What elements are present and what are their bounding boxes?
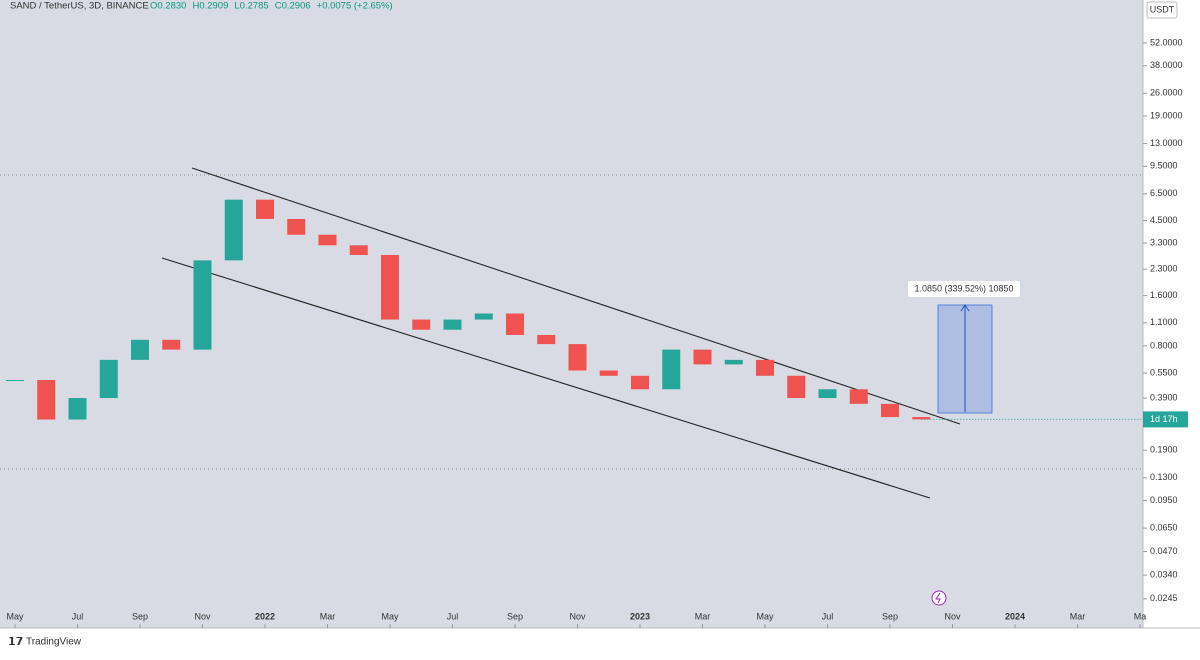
brand-logo: 𝟭𝟳: [8, 636, 23, 648]
x-tick-label: Jul: [822, 611, 834, 621]
candle: [349, 245, 368, 255]
ohlc-value: +0.0075 (+2.65%): [317, 1, 393, 12]
candle: [381, 254, 399, 320]
x-tick-label: May: [381, 611, 399, 621]
candle: [662, 349, 681, 390]
candle: [474, 313, 493, 320]
y-tick-label: 0.0340: [1150, 569, 1178, 579]
candle: [506, 313, 524, 335]
trend-line: [191, 167, 961, 425]
x-tick-label: Nov: [194, 611, 211, 621]
candle: [568, 344, 587, 371]
candle: [287, 218, 306, 235]
y-tick-label: 13.0000: [1150, 138, 1183, 148]
currency-box: [1146, 1, 1178, 19]
x-tick-label: Sep: [882, 611, 898, 621]
currency: USDT: [1150, 4, 1175, 14]
candle: [631, 375, 649, 390]
candle: [318, 234, 337, 246]
candle: [787, 375, 806, 399]
y-tick-label: 0.0650: [1150, 522, 1178, 532]
y-tick-label: 52.0000: [1150, 37, 1183, 47]
candle: [162, 339, 181, 350]
last-price-label: 1d 17h: [1150, 414, 1178, 424]
x-tick-label: May: [6, 611, 24, 621]
candle: [881, 403, 899, 418]
y-tick-label: 1.6000: [1150, 290, 1178, 300]
y-tick-label: 0.0245: [1150, 593, 1178, 603]
event-icon[interactable]: [931, 590, 947, 606]
y-tick-label: 38.0000: [1150, 60, 1183, 70]
x-tick-label: 2022: [255, 611, 275, 621]
candle: [443, 319, 462, 330]
annotation: 1.0850 (339.52%) 10850: [914, 283, 1013, 293]
x-tick-label: Sep: [507, 611, 523, 621]
candle: [99, 359, 118, 399]
candle: [412, 319, 431, 330]
candle: [256, 199, 274, 219]
y-tick-label: 0.0950: [1150, 495, 1178, 505]
candle: [724, 359, 743, 365]
ohlc-value: O0.2830: [150, 1, 186, 12]
x-tick-label: Mar: [695, 611, 711, 621]
x-tick-label: Mar: [320, 611, 336, 621]
candle: [37, 380, 56, 420]
y-tick-label: 6.5000: [1150, 188, 1178, 198]
candle: [756, 359, 774, 376]
x-tick-label: Sep: [132, 611, 148, 621]
candle: [693, 349, 712, 365]
x-tick-label: Mar: [1070, 611, 1086, 621]
candle: [599, 370, 618, 376]
y-tick-label: 0.8000: [1150, 340, 1178, 350]
y-tick-label: 4.5000: [1150, 215, 1178, 225]
y-tick-label: 0.3900: [1150, 392, 1178, 402]
candle: [912, 417, 931, 420]
ohlc-value: H0.2909: [192, 1, 228, 12]
x-tick-label: 2024: [1005, 611, 1025, 621]
y-tick-label: 3.3000: [1150, 237, 1178, 247]
y-tick-label: 19.0000: [1150, 110, 1183, 120]
candle: [537, 334, 556, 345]
candle: [849, 389, 868, 404]
candle: [68, 398, 87, 420]
last-price-box: [1143, 411, 1188, 428]
candle: [818, 389, 837, 399]
x-tick-label: Jul: [447, 611, 459, 621]
x-tick-label: Nov: [569, 611, 586, 621]
y-tick-label: 9.5000: [1150, 161, 1178, 171]
y-tick-label: 1.1000: [1150, 317, 1178, 327]
y-tick-label: 2.3000: [1150, 264, 1178, 274]
x-tick-label: Nov: [944, 611, 961, 621]
y-tick-label: 0.1900: [1150, 445, 1178, 455]
ohlc-value: L0.2785: [234, 1, 268, 12]
y-tick-label: 0.5500: [1150, 367, 1178, 377]
candle: [131, 339, 149, 360]
ohlc-value: C0.2906: [275, 1, 311, 12]
candle: [6, 380, 24, 382]
x-tick-label: 2023: [630, 611, 650, 621]
measure-arrow-head: [960, 304, 970, 312]
chart-title: SAND / TetherUS, 3D, BINANCE: [10, 1, 149, 12]
x-tick-label: May: [756, 611, 774, 621]
trend-line: [161, 257, 931, 499]
y-tick-label: 0.1300: [1150, 472, 1178, 482]
event-icon-bolt: [935, 592, 941, 604]
annotation-box: [908, 281, 1020, 297]
candle: [193, 260, 212, 350]
y-tick-label: 26.0000: [1150, 88, 1183, 98]
y-tick-label: 0.0470: [1150, 546, 1178, 556]
price-axis: [1143, 0, 1200, 628]
x-tick-label: Ma: [1134, 611, 1147, 621]
x-tick-label: Jul: [72, 611, 84, 621]
candle: [224, 199, 243, 261]
brand: TradingView: [26, 637, 82, 648]
